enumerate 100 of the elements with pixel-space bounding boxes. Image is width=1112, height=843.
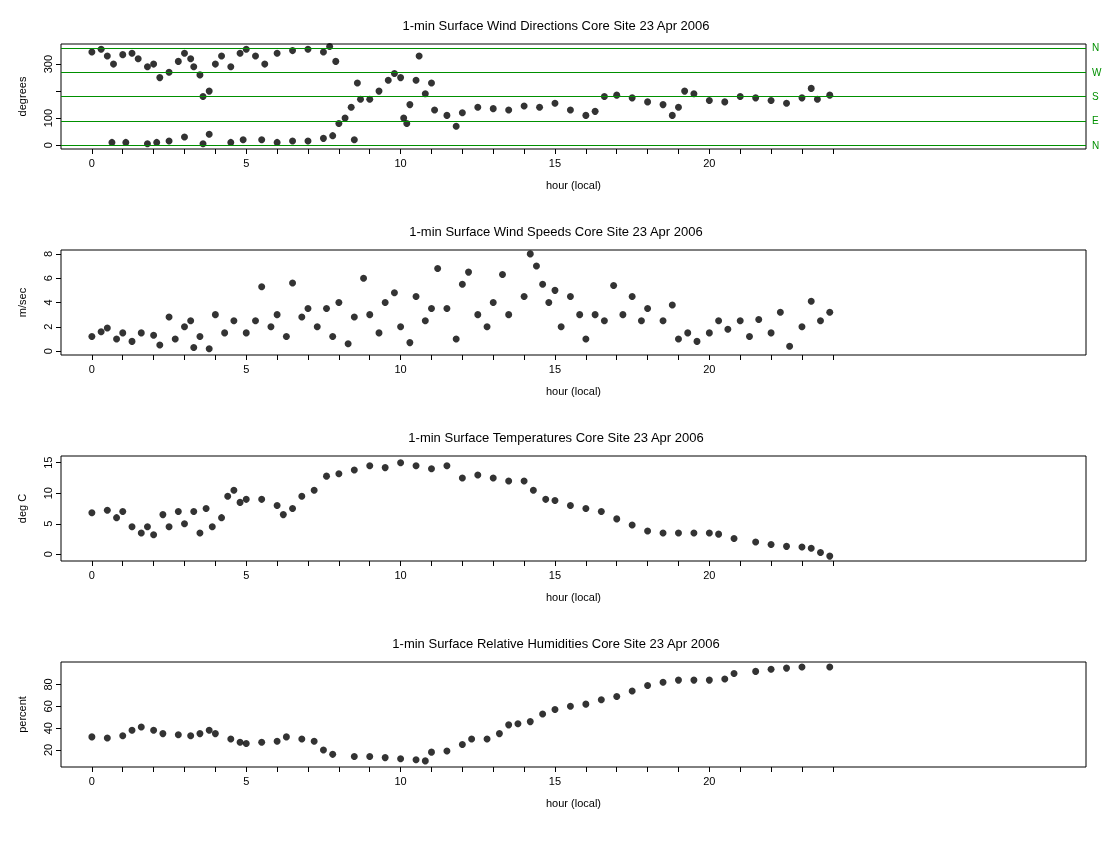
y-tick-label: 10: [41, 487, 54, 500]
x-tick-label: 0: [88, 774, 95, 787]
y-tick-label: 0: [41, 551, 54, 558]
x-tick-label: 20: [703, 362, 716, 375]
x-tick-label: 10: [394, 774, 407, 787]
point: [721, 675, 729, 683]
point: [258, 738, 266, 746]
x-tick-label: 5: [243, 774, 250, 787]
x-tick-label: 0: [88, 568, 95, 581]
point: [350, 753, 358, 761]
point: [273, 737, 281, 745]
x-axis-title: hour (local): [545, 178, 602, 191]
y-tick-label: 20: [41, 743, 54, 757]
x-tick-label: 5: [243, 156, 250, 169]
point: [468, 735, 476, 743]
point: [421, 757, 429, 765]
point: [505, 721, 513, 729]
y-tick-label: 0: [41, 142, 54, 149]
point: [783, 664, 791, 672]
point: [752, 667, 760, 675]
x-tick-label: 0: [88, 156, 95, 169]
y-axis-title: percent: [15, 696, 28, 733]
x-tick-label: 0: [88, 362, 95, 375]
point: [730, 670, 738, 678]
point: [551, 706, 559, 714]
point: [103, 734, 111, 742]
chart-title: 1-min Surface Wind Speeds Core Site 23 Apr 2006: [409, 224, 703, 239]
point: [427, 748, 435, 756]
point: [298, 735, 306, 743]
point: [767, 665, 775, 673]
point: [310, 737, 318, 745]
point: [119, 732, 127, 740]
x-tick-label: 15: [548, 362, 562, 375]
point: [319, 746, 327, 754]
x-tick-label: 10: [394, 568, 407, 581]
ref-line-label: N: [1092, 42, 1100, 54]
ref-line-label: S: [1092, 91, 1099, 102]
point: [159, 730, 167, 738]
x-tick-label: 20: [703, 568, 716, 581]
point: [826, 663, 834, 671]
x-tick-label: 15: [548, 774, 562, 787]
point: [514, 720, 522, 728]
point: [644, 682, 652, 690]
point: [187, 732, 195, 740]
x-tick-label: 5: [243, 568, 250, 581]
point: [690, 676, 698, 684]
point: [282, 733, 290, 741]
x-tick-label: 10: [394, 156, 407, 169]
x-axis-title: hour (local): [545, 590, 602, 603]
point: [539, 710, 547, 718]
y-axis-title: m/sec: [15, 287, 28, 318]
point: [196, 730, 204, 738]
ref-line-label: N: [1092, 139, 1100, 151]
x-tick-label: 10: [394, 362, 407, 375]
point: [597, 696, 605, 704]
y-tick-label: 40: [41, 722, 54, 735]
y-tick-label: 60: [41, 700, 54, 713]
point: [495, 730, 503, 738]
point: [412, 756, 420, 764]
point: [88, 733, 96, 741]
point: [236, 738, 244, 746]
y-tick-label: 15: [41, 456, 54, 469]
y-tick-label: 100: [41, 108, 54, 128]
point: [137, 723, 145, 731]
y-tick-label: 8: [41, 250, 54, 257]
ref-line-label: E: [1092, 115, 1099, 127]
chart-title: 1-min Surface Wind Directions Core Site 23 Apr 2006: [402, 18, 710, 33]
point: [628, 687, 636, 695]
y-tick-label: 2: [41, 323, 54, 330]
point: [566, 702, 574, 710]
point: [674, 676, 682, 684]
point: [128, 726, 136, 734]
y-tick-label: 300: [41, 54, 54, 74]
point: [366, 753, 374, 761]
y-axis-title: degrees: [15, 76, 28, 117]
x-axis-title: hour (local): [545, 796, 602, 809]
point: [211, 730, 219, 738]
chart-title: 1-min Surface Relative Humidities Core Site 23 Apr 2006: [392, 636, 720, 651]
ref-line-label: W: [1092, 66, 1102, 78]
point: [381, 754, 389, 762]
x-tick-label: 15: [548, 156, 562, 169]
point: [329, 750, 337, 758]
chart-title: 1-min Surface Temperatures Core Site 23 Apr 2006: [408, 430, 704, 445]
point: [397, 755, 405, 763]
point: [526, 718, 534, 726]
point: [227, 735, 235, 743]
x-tick-label: 15: [548, 568, 562, 581]
point: [205, 726, 213, 734]
point: [174, 731, 182, 739]
x-tick-label: 20: [703, 156, 716, 169]
point: [613, 692, 621, 700]
point: [582, 700, 590, 708]
y-tick-label: 0: [41, 348, 54, 355]
point: [659, 678, 667, 686]
point: [242, 739, 250, 747]
y-tick-label: 6: [41, 275, 54, 282]
x-tick-label: 20: [703, 774, 716, 787]
x-tick-label: 5: [243, 362, 250, 375]
point: [150, 726, 158, 734]
x-axis-title: hour (local): [545, 384, 602, 397]
